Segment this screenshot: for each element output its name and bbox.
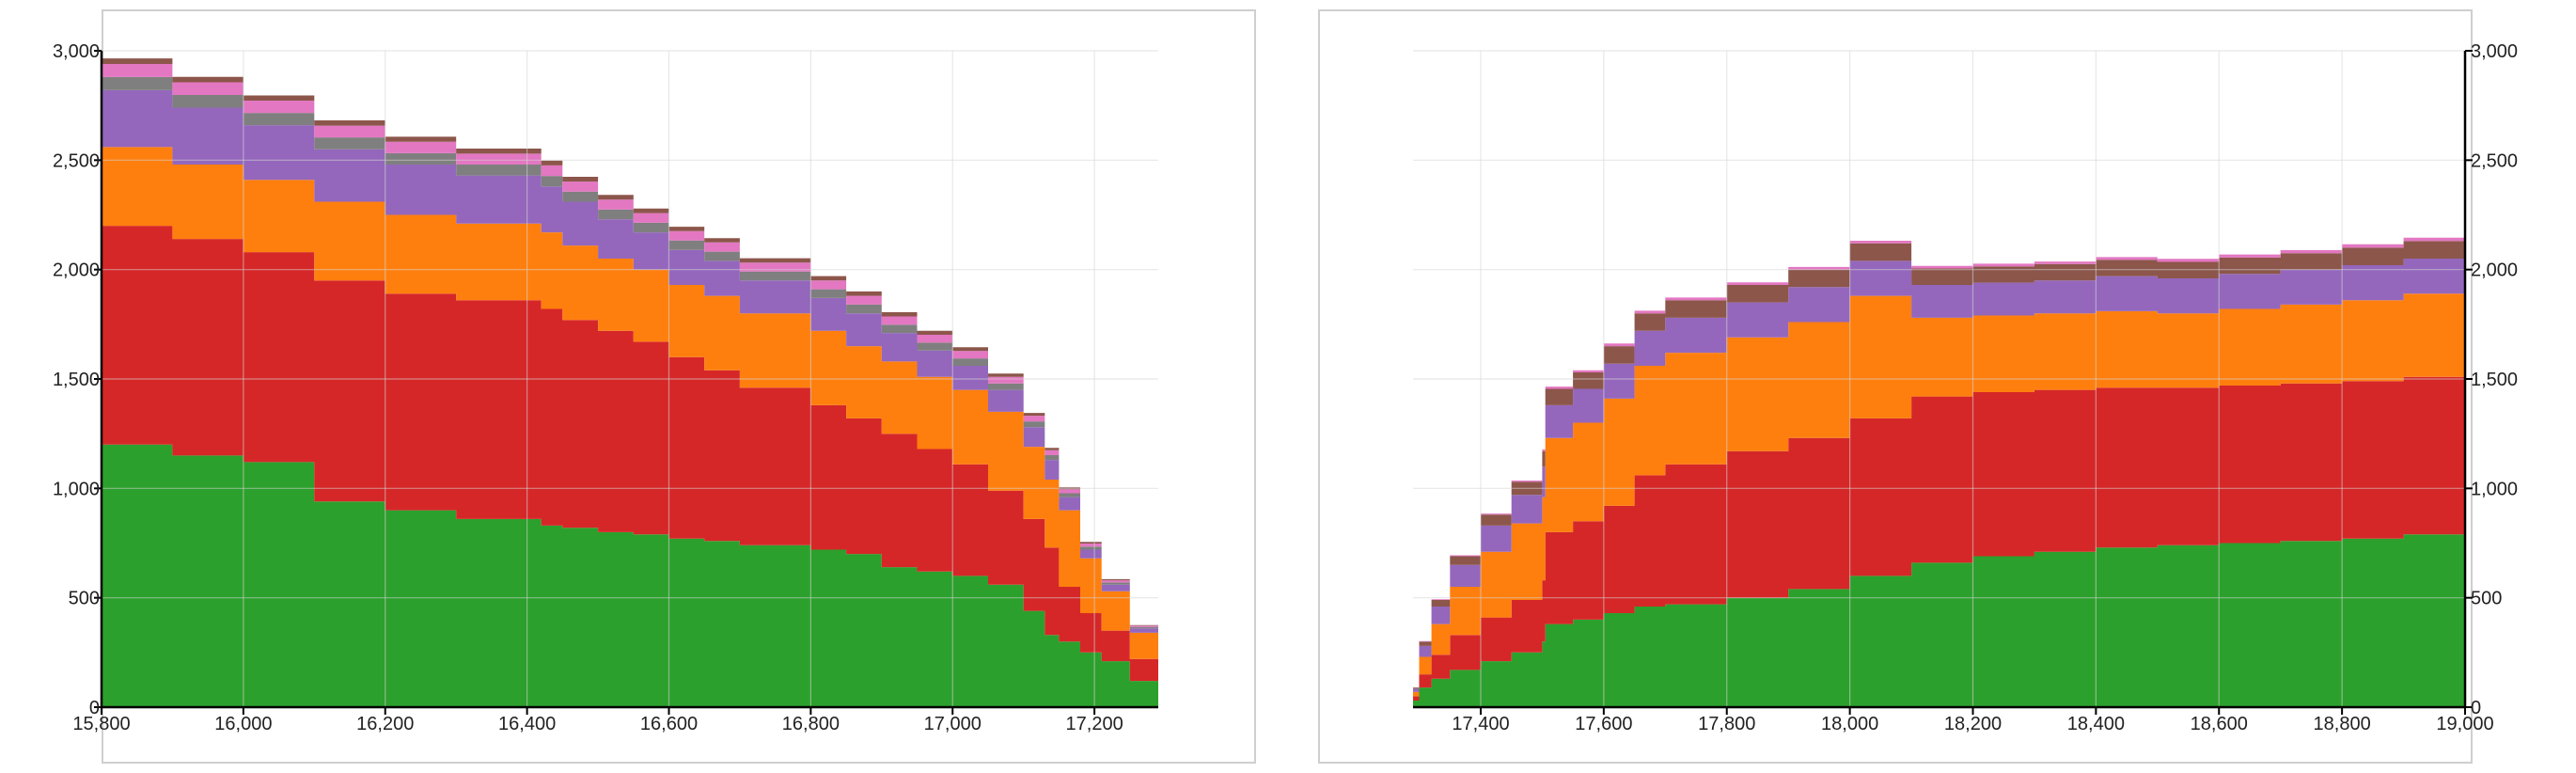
y-tick-label: 500 [2471,589,2502,609]
y-tick-label: 3,000 [53,41,100,62]
x-tick-label: 16,800 [782,714,840,734]
y-tick-label: 0 [2471,698,2481,718]
x-tick-label: 16,200 [356,714,414,734]
x-tick-label: 16,000 [214,714,272,734]
x-tick-label: 16,400 [498,714,556,734]
y-tick-label: 2,000 [2471,260,2518,281]
y-tick-label: 0 [89,698,100,718]
x-tick-label: 18,200 [1944,714,2002,734]
y-tick-label: 2,500 [2471,150,2518,171]
series-area-1 [102,444,1158,707]
series-area-4 [102,89,1158,699]
x-tick-label: 18,800 [2314,714,2371,734]
y-tick-label: 500 [69,589,100,609]
y-axis-ticks: 0 500 1,000 1,500 2,000 2,500 3,000 [53,41,102,718]
series-area-2 [1413,374,2465,701]
chart-right: 17,400 17,600 17,800 18,000 18,200 18,400 18,6… [1413,41,2518,734]
y-tick-label: 1,000 [2471,479,2518,499]
y-tick-label: 1,500 [53,370,100,390]
x-tick-label: 18,400 [2067,714,2125,734]
y-tick-label: 2,000 [53,260,100,281]
chart-left: 15,800 16,000 16,200 16,400 16,600 16,800 17,0… [53,41,1158,734]
x-tick-label: 15,800 [72,714,130,734]
x-tick-label: 17,000 [924,714,982,734]
x-tick-label: 16,600 [640,714,698,734]
x-tick-label: 17,400 [1452,714,1509,734]
series-area-1 [1413,531,2465,707]
series-area-3 [102,147,1158,701]
y-tick-label: 1,000 [53,479,100,499]
series-area-2 [102,226,1158,703]
y-tick-label: 1,500 [2471,370,2518,390]
x-tick-label: 19,000 [2436,714,2493,734]
x-axis-ticks: 17,400 17,600 17,800 18,000 18,200 18,400 18,6… [1452,707,2494,734]
y-axis-ticks: 0 500 1,000 1,500 2,000 2,500 3,000 [2465,41,2518,718]
x-tick-label: 17,200 [1066,714,1123,734]
series-area-3 [1413,289,2465,697]
y-tick-label: 3,000 [2471,41,2518,62]
x-tick-label: 18,600 [2191,714,2248,734]
x-tick-label: 18,000 [1821,714,1878,734]
x-tick-label: 17,600 [1575,714,1632,734]
x-tick-label: 17,800 [1698,714,1755,734]
series-area-4 [1413,252,2465,692]
x-axis-ticks: 15,800 16,000 16,200 16,400 16,600 16,800 17,0… [72,707,1123,734]
y-tick-label: 2,500 [53,150,100,171]
